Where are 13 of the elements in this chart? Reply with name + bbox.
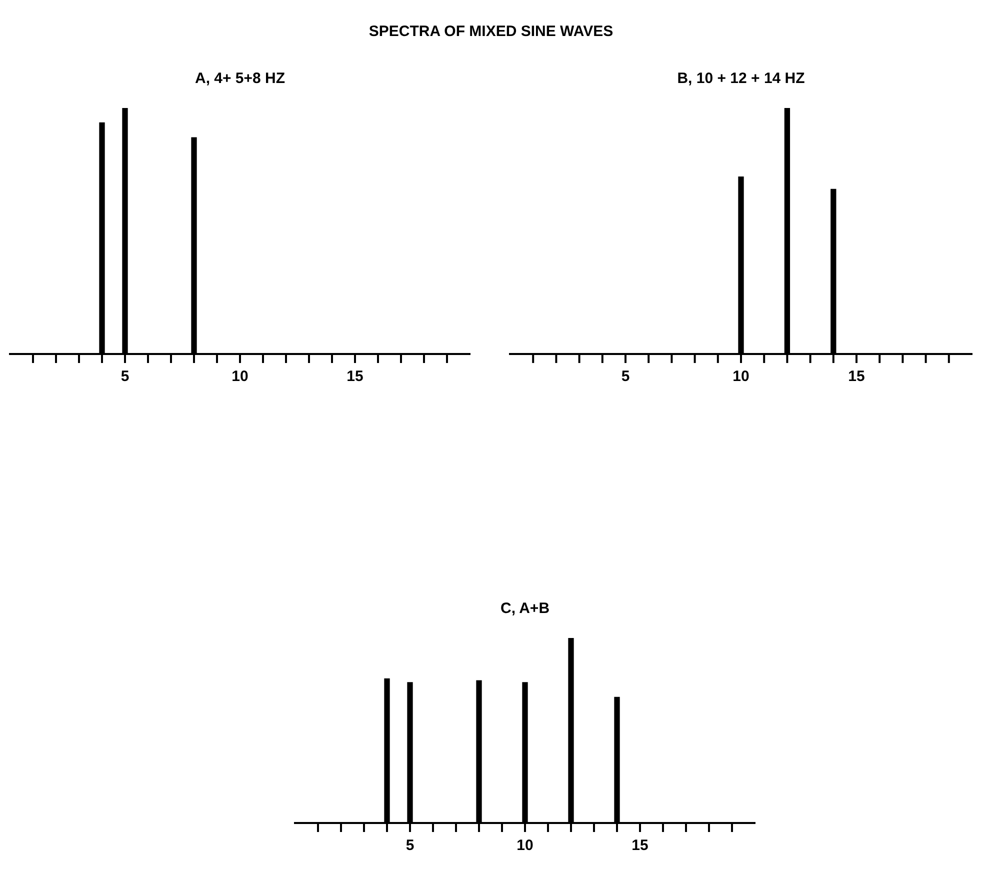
- chart-title: SPECTRA OF MIXED SINE WAVES: [368, 22, 614, 42]
- x-tick-label: 5: [120, 368, 130, 386]
- x-tick-label: 15: [632, 837, 648, 854]
- x-tick-label: 5: [406, 837, 414, 854]
- x-tick-label: 15: [346, 368, 364, 386]
- chart-subtitle: A, 4+ 5+8 HZ: [194, 70, 286, 88]
- x-tick-label: 5: [621, 368, 630, 386]
- x-tick-label: 15: [848, 368, 865, 386]
- x-tick-label: 10: [732, 368, 750, 386]
- chart-title: C, A+B: [500, 600, 550, 618]
- x-tick-label: 10: [232, 368, 248, 386]
- x-tick-label: 10: [516, 837, 534, 854]
- chart-title: B, 10 + 12 + 14 HZ: [677, 70, 805, 88]
